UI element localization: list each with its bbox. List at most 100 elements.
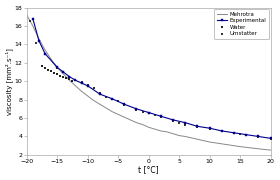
Mehrotra: [196, 138, 199, 140]
Umstatter: [122, 104, 127, 107]
Mehrotra: [202, 140, 205, 142]
Mehrotra: [232, 145, 236, 147]
Mehrotra: [86, 95, 89, 97]
Mehrotra: [183, 135, 187, 138]
Water: [70, 80, 75, 83]
Umstatter: [177, 121, 181, 124]
Mehrotra: [208, 141, 211, 143]
Mehrotra: [92, 100, 95, 102]
Mehrotra: [123, 116, 126, 118]
Umstatter: [79, 81, 84, 84]
Umstatter: [61, 71, 66, 73]
Umstatter: [34, 41, 38, 44]
Umstatter: [238, 133, 242, 136]
Mehrotra: [171, 133, 175, 135]
Mehrotra: [220, 143, 223, 145]
Mehrotra: [43, 49, 47, 51]
Mehrotra: [25, 14, 28, 16]
Experimental: [171, 119, 175, 121]
Mehrotra: [159, 130, 162, 132]
Mehrotra: [165, 131, 169, 133]
Experimental: [135, 108, 138, 110]
Experimental: [98, 93, 102, 95]
Experimental: [147, 111, 150, 114]
Umstatter: [244, 134, 248, 137]
Experimental: [123, 103, 126, 105]
Mehrotra: [147, 126, 150, 128]
Umstatter: [232, 132, 236, 135]
Experimental: [86, 85, 89, 87]
Experimental: [80, 82, 83, 84]
Mehrotra: [37, 38, 41, 40]
Experimental: [55, 66, 59, 68]
Experimental: [62, 71, 65, 73]
Umstatter: [67, 76, 72, 79]
Experimental: [269, 137, 272, 139]
Umstatter: [85, 84, 90, 86]
Mehrotra: [251, 147, 254, 149]
Mehrotra: [55, 66, 59, 68]
Mehrotra: [98, 103, 102, 105]
Umstatter: [195, 126, 200, 129]
Experimental: [37, 40, 41, 42]
Mehrotra: [178, 134, 181, 137]
Water: [43, 67, 47, 70]
Mehrotra: [244, 146, 248, 148]
Umstatter: [171, 119, 175, 122]
Legend: Mehrotra, Experimental, Water, Umstatter: Mehrotra, Experimental, Water, Umstatter: [214, 9, 269, 39]
Mehrotra: [238, 145, 242, 148]
Experimental: [257, 135, 260, 138]
Water: [61, 75, 66, 78]
Water: [64, 76, 69, 79]
Mehrotra: [153, 128, 157, 130]
Line: Experimental: Experimental: [31, 17, 272, 140]
Umstatter: [73, 79, 78, 82]
Mehrotra: [68, 79, 71, 81]
Water: [40, 65, 44, 68]
X-axis label: t [°C]: t [°C]: [138, 165, 159, 174]
Mehrotra: [269, 149, 272, 151]
Umstatter: [98, 92, 102, 95]
Mehrotra: [263, 148, 266, 150]
Experimental: [183, 122, 187, 124]
Umstatter: [207, 128, 212, 130]
Mehrotra: [226, 144, 230, 146]
Line: Mehrotra: Mehrotra: [27, 15, 270, 150]
Umstatter: [55, 67, 59, 70]
Water: [46, 69, 50, 72]
Mehrotra: [190, 137, 193, 139]
Umstatter: [220, 130, 224, 133]
Umstatter: [153, 114, 157, 117]
Experimental: [220, 130, 223, 132]
Mehrotra: [50, 58, 53, 60]
Experimental: [68, 76, 71, 78]
Experimental: [43, 53, 47, 55]
Water: [49, 70, 53, 73]
Umstatter: [268, 137, 273, 140]
Water: [55, 72, 59, 75]
Experimental: [196, 125, 199, 127]
Mehrotra: [104, 107, 108, 109]
Umstatter: [158, 116, 163, 119]
Mehrotra: [80, 90, 83, 93]
Mehrotra: [116, 113, 120, 115]
Umstatter: [146, 112, 151, 115]
Experimental: [232, 132, 236, 134]
Y-axis label: viscosity [mm².s⁻¹]: viscosity [mm².s⁻¹]: [6, 48, 13, 115]
Mehrotra: [214, 142, 217, 144]
Umstatter: [104, 95, 108, 98]
Experimental: [208, 127, 211, 129]
Umstatter: [183, 123, 187, 126]
Water: [67, 78, 72, 81]
Mehrotra: [141, 123, 144, 126]
Experimental: [159, 115, 162, 117]
Umstatter: [92, 86, 96, 89]
Umstatter: [134, 108, 139, 111]
Mehrotra: [110, 111, 114, 113]
Mehrotra: [31, 25, 34, 27]
Umstatter: [27, 20, 32, 23]
Mehrotra: [129, 119, 132, 121]
Mehrotra: [62, 73, 65, 75]
Experimental: [110, 98, 114, 100]
Mehrotra: [135, 122, 138, 124]
